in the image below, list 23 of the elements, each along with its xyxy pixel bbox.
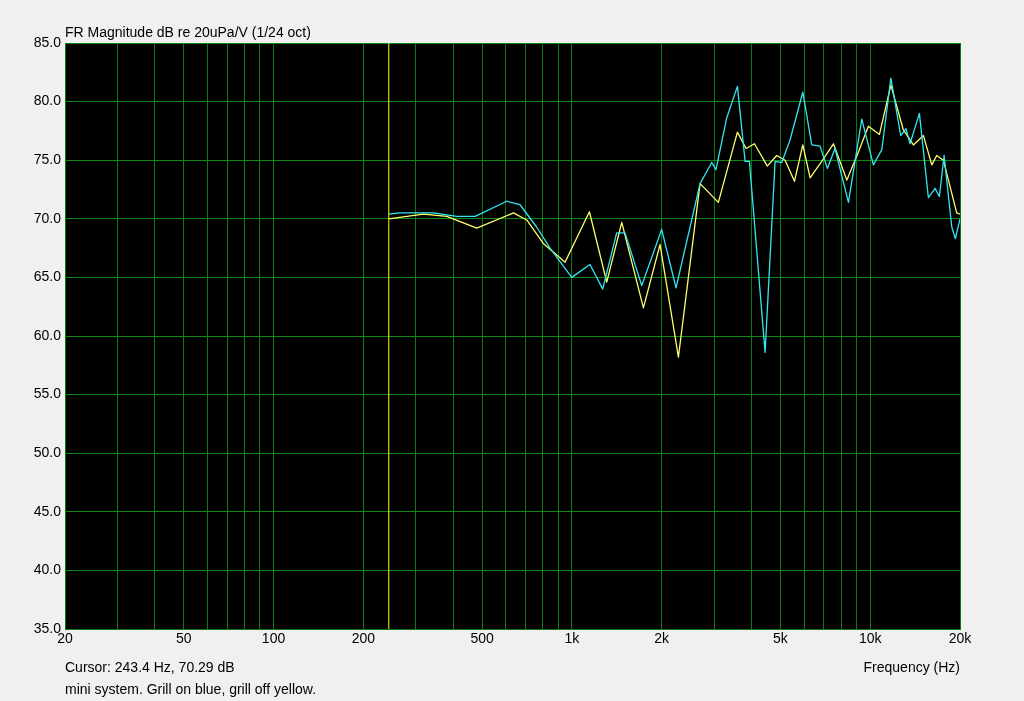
x-tick-label: 100 <box>261 630 286 647</box>
y-tick-label: 85.0 <box>33 33 62 50</box>
x-axis-title: Frequency (Hz) <box>863 659 960 675</box>
y-tick-label: 60.0 <box>33 326 62 343</box>
text: mini system. Grill on blue, grill off yellow. <box>65 681 317 697</box>
text: Cursor: 243.4 Hz, 70.29 dB <box>65 659 235 675</box>
x-tick-label: 20k <box>948 630 973 647</box>
y-tick-label: 50.0 <box>33 444 62 461</box>
x-tick-label: 500 <box>470 630 494 647</box>
y-tick-label: 65.0 <box>33 268 62 285</box>
x-tick-label: 2k <box>654 630 671 647</box>
x-tick-label: 1k <box>564 630 581 647</box>
chart-title: FR Magnitude dB re 20uPa/V (1/24 oct) <box>65 24 311 40</box>
y-tick-label: 70.0 <box>33 209 62 226</box>
x-tick-label: 200 <box>351 630 376 647</box>
y-tick-label: 45.0 <box>33 502 62 519</box>
x-tick-label: 50 <box>175 630 192 647</box>
x-tick-label: 5k <box>772 630 789 647</box>
y-tick-label: 40.0 <box>33 561 62 578</box>
y-tick-label: 55.0 <box>33 385 62 402</box>
y-tick-label: 80.0 <box>33 92 62 109</box>
y-tick-label: 75.0 <box>33 151 62 168</box>
x-tick-label: 10k <box>858 630 883 647</box>
